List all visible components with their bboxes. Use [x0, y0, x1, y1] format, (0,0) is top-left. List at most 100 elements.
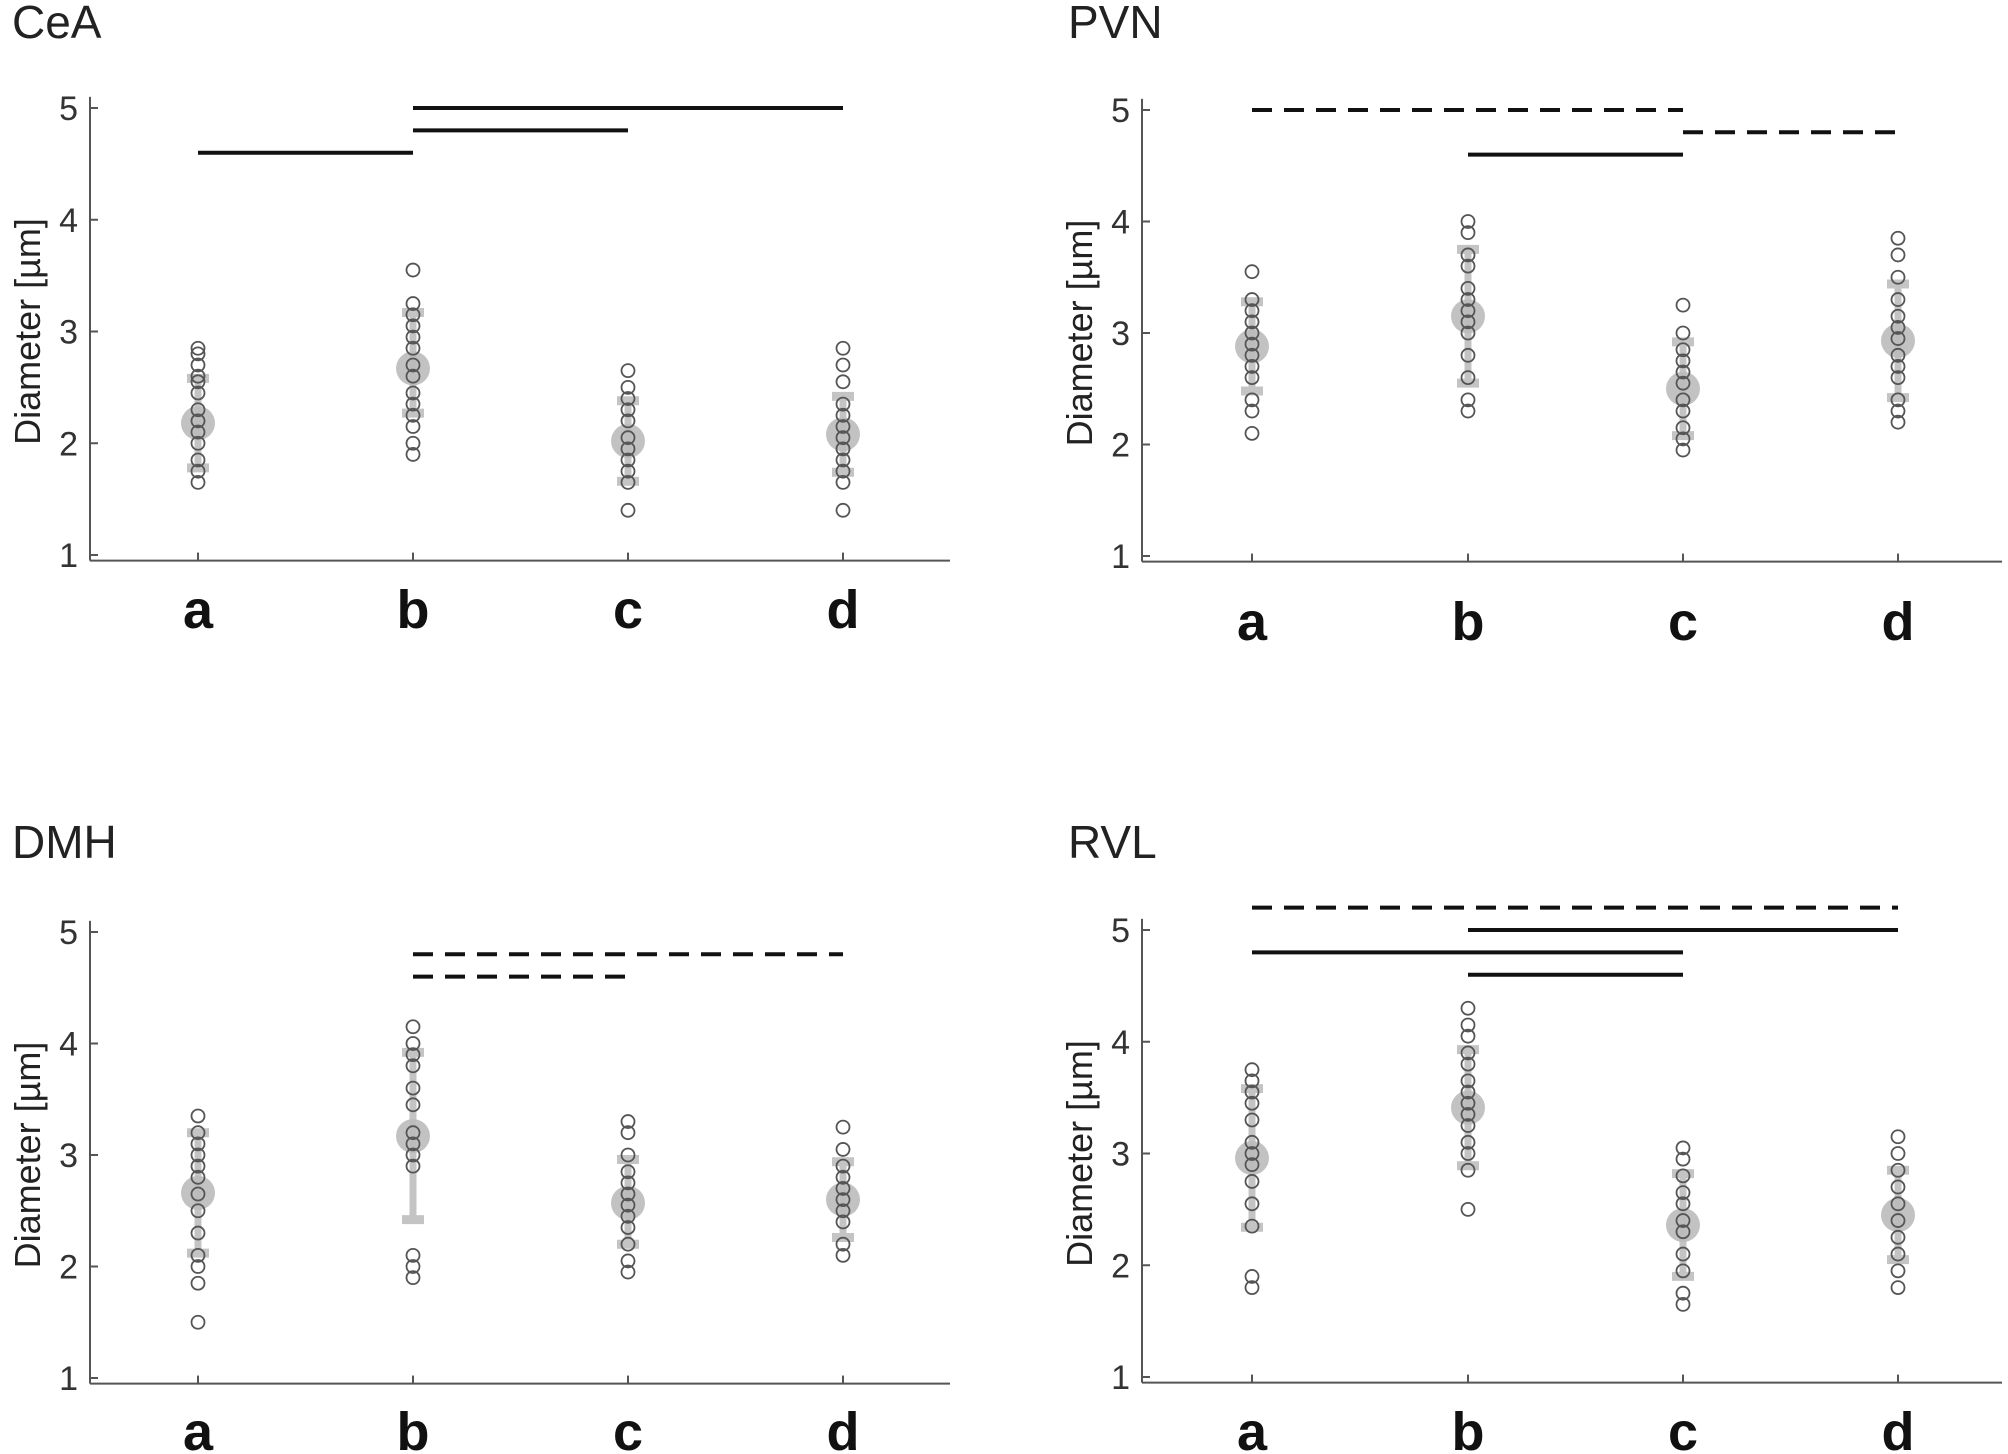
data-point	[835, 1214, 851, 1230]
data-point	[835, 1192, 851, 1207]
y-tick-label: 4	[59, 1026, 78, 1064]
y-tick-label: 3	[1111, 315, 1130, 353]
data-point	[190, 385, 206, 401]
data-point	[190, 1203, 206, 1219]
x-tick-label: c	[1668, 592, 1698, 652]
data-point	[1675, 1151, 1691, 1167]
panel-pvn: PVN 1 2 3 4 5 Diameter [µm] a b c d	[1059, 0, 2002, 652]
data-point	[1244, 1157, 1260, 1173]
data-point	[405, 1147, 421, 1163]
data-point	[1890, 359, 1906, 374]
data-point	[620, 402, 636, 418]
data-point	[405, 435, 421, 451]
data-point	[1460, 1028, 1476, 1044]
data-point	[1460, 1095, 1476, 1111]
data-point	[190, 452, 206, 468]
data-point	[1244, 425, 1260, 441]
x-tick-label: d	[827, 580, 860, 640]
data-point	[1890, 1213, 1906, 1228]
data-point	[620, 1220, 636, 1235]
data-point	[1890, 403, 1906, 419]
data-point	[1460, 1106, 1476, 1122]
data-point	[1890, 347, 1906, 363]
data-point	[1244, 1174, 1260, 1189]
x-tick-label: d	[827, 1402, 860, 1454]
data-point	[1460, 1017, 1476, 1033]
data-point	[405, 385, 421, 401]
data-point	[1675, 1263, 1691, 1279]
data-point	[190, 1247, 206, 1263]
data-point	[405, 419, 421, 434]
data-point	[190, 474, 206, 490]
data-point	[1460, 1000, 1476, 1016]
data-point	[1890, 320, 1906, 335]
data-point	[190, 340, 206, 356]
mean-marker	[826, 417, 860, 452]
mean-marker	[1235, 329, 1269, 364]
data-point	[190, 1158, 206, 1174]
panel-title: PVN	[1068, 0, 1163, 48]
data-point	[1675, 1185, 1691, 1201]
data-point	[190, 1147, 206, 1163]
data-point	[620, 1164, 636, 1180]
y-tick-label: 5	[59, 914, 78, 952]
data-point	[1890, 1229, 1906, 1245]
data-point	[1675, 1168, 1691, 1184]
data-point	[1890, 370, 1906, 386]
x-tick-label: a	[183, 1402, 214, 1454]
data-point	[405, 1047, 421, 1063]
data-point	[620, 1236, 636, 1252]
data-point	[1244, 314, 1260, 330]
mean-marker	[1881, 323, 1915, 358]
data-point	[835, 502, 851, 518]
data-point	[190, 1125, 206, 1141]
data-point	[190, 1225, 206, 1241]
data-point	[1890, 1146, 1906, 1161]
data-point	[1675, 1246, 1691, 1262]
data-point	[1675, 442, 1691, 458]
data-point	[1460, 303, 1476, 319]
data-point	[620, 413, 636, 429]
data-point	[835, 1203, 851, 1219]
data-point	[405, 1036, 421, 1051]
data-point	[1675, 431, 1691, 447]
data-point	[190, 374, 206, 390]
data-point	[620, 1197, 636, 1213]
data-point	[405, 262, 421, 278]
data-point	[1675, 353, 1691, 369]
mean-marker	[181, 406, 215, 441]
data-point	[835, 474, 851, 490]
y-tick-label: 4	[1111, 204, 1130, 242]
data-point	[1244, 1134, 1260, 1150]
data-point	[1244, 392, 1260, 408]
data-point	[1244, 370, 1260, 386]
y-tick-label: 3	[59, 314, 78, 352]
mean-marker	[826, 1182, 860, 1217]
data-point	[835, 441, 851, 457]
data-point	[835, 1158, 851, 1174]
data-point	[1460, 1201, 1476, 1217]
data-point	[1460, 1084, 1476, 1100]
data-point	[835, 430, 851, 446]
data-point	[1890, 308, 1906, 324]
data-point	[1675, 392, 1691, 408]
panel-cea: CeA 1 2 3 4 5 Diameter [µm] a b c d	[7, 0, 950, 640]
data-point	[405, 1080, 421, 1096]
data-point	[1460, 258, 1476, 274]
data-point	[620, 1186, 636, 1202]
x-tick-label: c	[613, 580, 643, 640]
data-point	[190, 402, 206, 418]
data-point	[1244, 336, 1260, 352]
data-point	[835, 1119, 851, 1135]
y-tick-label: 5	[1111, 92, 1130, 130]
data-point	[405, 307, 421, 323]
mean-marker	[1881, 1197, 1915, 1232]
x-tick-label: b	[397, 580, 430, 640]
x-tick-label: d	[1882, 1402, 1915, 1454]
data-point	[1460, 225, 1476, 241]
data-point	[835, 419, 851, 434]
data-point	[1244, 1062, 1260, 1078]
data-point	[1244, 303, 1260, 319]
data-point	[1675, 1213, 1691, 1228]
